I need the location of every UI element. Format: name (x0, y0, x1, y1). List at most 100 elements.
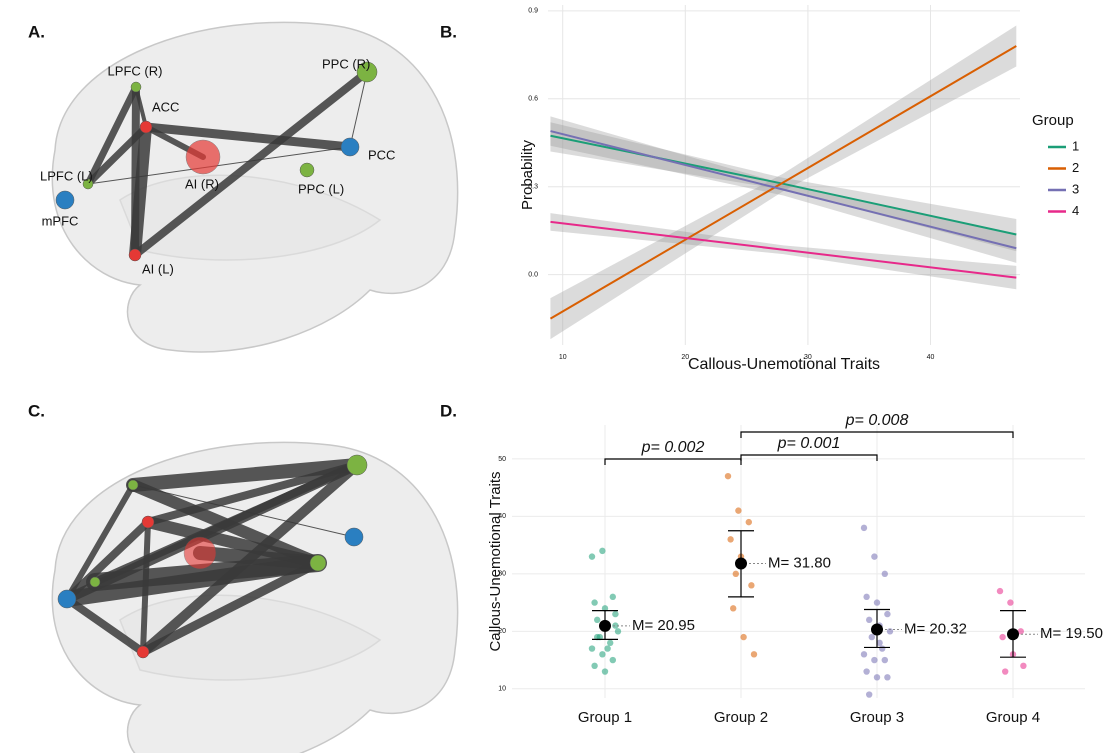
x-tick-label: 30 (804, 354, 812, 361)
node (309, 554, 327, 572)
data-point (609, 593, 616, 601)
data-point (727, 536, 734, 543)
node-label: ACC (152, 99, 179, 114)
x-tick-label: 10 (559, 354, 567, 361)
node (127, 479, 139, 491)
node-label: LPFC (L) (40, 168, 93, 183)
node (299, 162, 315, 178)
data-point (1007, 599, 1014, 606)
node (128, 248, 142, 262)
node (57, 589, 77, 609)
significance-bracket (604, 458, 742, 465)
panel-label: A. (28, 22, 45, 41)
significance-bracket (740, 454, 878, 461)
data-point (730, 605, 737, 612)
data-point (612, 622, 619, 629)
panel-label: D. (440, 401, 457, 420)
x-tick-label: Group 1 (578, 709, 632, 726)
data-point (748, 582, 755, 589)
edge (63, 518, 152, 603)
data-point (1017, 628, 1024, 635)
edge (134, 85, 148, 129)
node (82, 178, 94, 190)
data-point (868, 633, 875, 641)
value-label: M= 20.32 (904, 620, 967, 637)
y-tick-label: 50 (498, 456, 506, 463)
data-point (881, 656, 888, 664)
data-point (999, 633, 1006, 641)
panel-label: C. (28, 401, 45, 420)
line (550, 130, 1017, 250)
data-point (614, 628, 622, 635)
data-point (1020, 662, 1027, 670)
node (183, 536, 217, 570)
y-tick-label: 10 (498, 686, 506, 693)
node-label: AI (L) (142, 261, 174, 276)
data-point (735, 507, 742, 514)
panel-label: B. (440, 22, 457, 41)
node (55, 190, 75, 210)
confidence-band (550, 213, 1017, 290)
node (356, 61, 378, 83)
y-tick-label: 0.3 (528, 184, 538, 191)
brain-a (51, 21, 459, 353)
y-tick-label: 0.6 (528, 96, 538, 103)
data-point (599, 547, 606, 555)
y-tick-label: 0.9 (528, 8, 538, 15)
value-label: M= 20.95 (632, 617, 695, 634)
data-point (884, 674, 891, 681)
node-label: PPC (L) (298, 181, 344, 196)
node-label: PPC (R) (322, 56, 370, 71)
data-point (745, 518, 752, 526)
data-point (601, 605, 609, 612)
data-point (881, 570, 888, 578)
line (550, 220, 1017, 279)
data-point (591, 599, 598, 606)
legend-title: Group (1032, 112, 1074, 129)
edge (138, 558, 323, 657)
value-label: M= 19.50 (1040, 625, 1103, 642)
data-point (863, 593, 870, 601)
edge (91, 461, 361, 586)
edge (140, 519, 151, 655)
data-point (740, 633, 747, 641)
y-tick-label: 0.0 (528, 271, 538, 278)
data-point (879, 645, 886, 652)
x-tick-label: 20 (681, 354, 689, 361)
data-point (871, 553, 878, 560)
edge (126, 458, 364, 492)
data-point (594, 616, 601, 624)
p-value: p= 0.001 (777, 435, 841, 452)
node (136, 645, 150, 659)
value-label: M= 31.80 (768, 554, 831, 571)
edge (132, 484, 355, 538)
data-point (873, 674, 881, 681)
node (346, 454, 368, 476)
data-point (732, 570, 739, 578)
plot-area (548, 5, 1020, 345)
y-tick-label: 40 (498, 513, 506, 520)
data-point (604, 645, 611, 652)
data-point (866, 691, 873, 698)
data-point (860, 524, 868, 532)
edge (131, 68, 371, 259)
node (130, 81, 142, 93)
y-axis-title: Probability (519, 139, 536, 210)
node (344, 527, 364, 547)
node-label: LPFC (R) (108, 63, 163, 78)
data-point (724, 472, 732, 480)
edge (193, 546, 325, 570)
x-axis-title: Callous-Unemotional Traits (688, 356, 880, 373)
data-point (884, 610, 891, 618)
significance-bracket (740, 431, 1014, 438)
mean-point (599, 619, 611, 632)
data-point (750, 651, 758, 658)
x-tick-label: Group 2 (714, 709, 768, 726)
data-point (866, 616, 873, 624)
data-point (886, 628, 894, 635)
edge (84, 83, 140, 188)
data-point (996, 587, 1004, 595)
node (340, 137, 360, 157)
edge (349, 71, 368, 148)
node-label: mPFC (42, 213, 79, 228)
